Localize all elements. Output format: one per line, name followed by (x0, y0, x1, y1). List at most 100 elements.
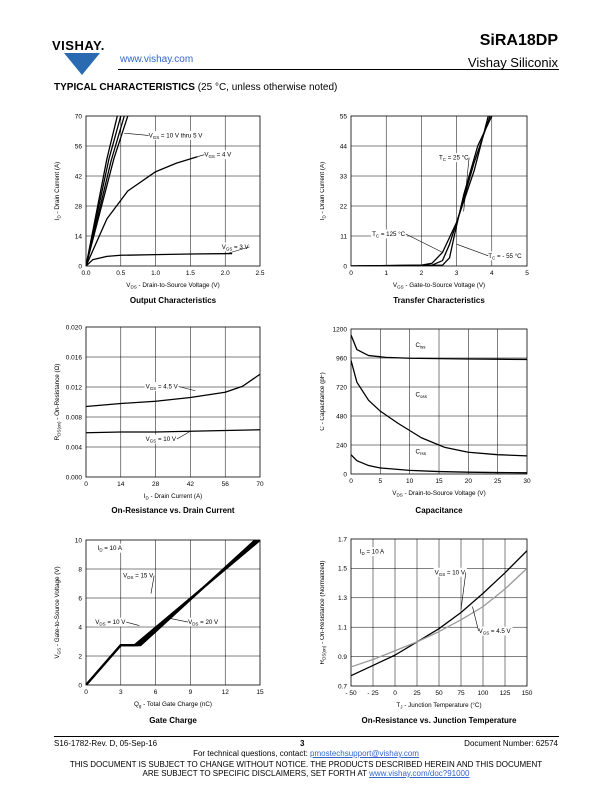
x-tick-label: 70 (256, 481, 264, 488)
annotation-label: VGS = 10 V (146, 436, 177, 444)
series-line (86, 252, 233, 266)
vishay-url-link[interactable]: www.vishay.com (120, 54, 194, 65)
y-axis-label: RDS(on) - On-Resistance (Ω) (54, 364, 62, 441)
annotation-leader-line (228, 246, 250, 254)
series-line (86, 116, 122, 266)
y-tick-label: 1.1 (338, 625, 347, 632)
annotation-background (144, 382, 180, 391)
x-tick-label: 20 (465, 478, 473, 485)
capacitance-chart: 0 5 10 15 20 25 30 0 240 480 720 960 1200 VDS - Drain… (320, 326, 531, 498)
plot-frame (85, 115, 261, 267)
x-tick-label: 5 (379, 478, 383, 485)
x-tick-label: 25 (494, 478, 502, 485)
annotation-label: Coss (416, 392, 428, 400)
x-tick-label: 30 (523, 478, 531, 485)
y-tick-label: 0.7 (338, 683, 347, 690)
x-tick-label: 2.5 (255, 270, 264, 277)
annotation-label: VGS = 4 V (204, 152, 232, 160)
gate-charge-chart: 0 3 6 9 12 15 0 2 4 6 8 10 Qg - Total Gate Charge (n… (54, 537, 264, 708)
doc-revision: S16-1782-Rev. D, 05-Sep-16 (54, 739, 158, 748)
chart-title-output: Output Characteristics (129, 296, 217, 305)
x-tick-label: 1.0 (151, 270, 160, 277)
annotation-background (438, 153, 471, 163)
tech-support-email-link[interactable]: pmostechsupport@vishay.com (310, 749, 419, 758)
y-tick-label: 0 (78, 263, 82, 270)
x-tick-label: 5 (525, 270, 529, 277)
annotation-leader-line (126, 621, 140, 626)
y-tick-label: 4 (78, 624, 82, 631)
disclaimer-link[interactable]: www.vishay.com/doc?91000 (369, 769, 470, 778)
x-tick-label: 100 (478, 690, 489, 697)
disclaimer-line-2: ARE SUBJECT TO SPECIFIC DISCLAIMERS, SET… (0, 769, 612, 778)
y-tick-label: 6 (78, 595, 82, 602)
annotation-leader-line (463, 157, 470, 212)
x-tick-label: 10 (406, 478, 414, 485)
series-line (86, 116, 118, 266)
y-tick-label: 22 (340, 203, 348, 210)
plot-frame (350, 538, 528, 687)
chart-title-on-resistance-temp: On-Resistance vs. Junction Temperature (361, 716, 517, 725)
page-number: 3 (300, 739, 305, 748)
x-tick-label: - 50 (345, 690, 357, 697)
plot-frame (85, 539, 261, 686)
y-tick-label: 0.012 (66, 384, 83, 391)
annotation-label: TC = 125 °C (372, 231, 406, 239)
x-tick-label: 0 (393, 690, 397, 697)
series-line (351, 116, 493, 266)
x-tick-label: 6 (154, 689, 158, 696)
annotation-label: VGS = 4.5 V (146, 384, 179, 392)
y-tick-label: 0.020 (66, 324, 83, 331)
output-characteristics-chart: 0.0 0.5 1.0 1.5 2.0 2.5 0 14 28 42 56 70 VDS - Drain… (54, 113, 265, 289)
annotation-background (358, 547, 387, 557)
annotation-leader-line (456, 243, 489, 257)
x-tick-label: 125 (500, 690, 511, 697)
annotation-label: ID = 10 A (98, 545, 123, 553)
header-rule (118, 69, 559, 70)
y-axis-label: VGS - Gate-to-Source Voltage (V) (54, 566, 62, 658)
y-tick-label: 2 (78, 653, 82, 660)
x-tick-label: - 25 (367, 690, 379, 697)
annotation-label: VGS = 10 V (435, 569, 466, 577)
chart-title-on-resistance-drain: On-Resistance vs. Drain Current (111, 506, 235, 515)
y-tick-label: 0 (343, 471, 347, 478)
y-tick-label: 33 (340, 173, 348, 180)
x-tick-label: 0 (349, 270, 353, 277)
x-tick-label: 1.5 (186, 270, 195, 277)
annotation-background (487, 251, 524, 261)
annotation-background (414, 446, 428, 456)
y-tick-label: 0 (78, 682, 82, 689)
chart-title-capacitance: Capacitance (415, 506, 463, 515)
x-axis-label: VDS - Drain-to-Source Voltage (V) (392, 490, 485, 498)
annotation-label: TC = 25 °C (439, 155, 469, 163)
annotation-background (371, 229, 407, 239)
y-axis-label: ID - Drain Current (A) (54, 162, 62, 221)
series-line (86, 373, 260, 408)
annotation-leader-line (124, 132, 149, 136)
x-tick-label: 56 (222, 481, 230, 488)
section-title-main: TYPICAL CHARACTERISTICS (54, 82, 195, 93)
annotation-background (414, 390, 429, 400)
x-axis-label: ID - Drain Current (A) (144, 493, 203, 501)
annotation-leader-line (150, 575, 155, 594)
series-line (86, 429, 260, 434)
x-tick-label: 9 (189, 689, 193, 696)
x-tick-label: 75 (457, 690, 465, 697)
y-tick-label: 56 (75, 143, 83, 150)
annotation-label: VDS = 15 V (123, 573, 154, 581)
series-line (351, 360, 527, 457)
annotation-background (433, 567, 467, 577)
annotation-leader-line (176, 430, 191, 440)
x-tick-label: 0.0 (81, 270, 90, 277)
footer-rule (54, 736, 559, 737)
series-line (351, 334, 527, 361)
annotation-leader-line (178, 386, 196, 392)
y-tick-label: 14 (75, 233, 83, 240)
x-tick-label: 3 (455, 270, 459, 277)
series-line (351, 550, 527, 677)
annotation-background (477, 626, 513, 636)
series-line (86, 540, 257, 685)
on-resistance-vs-drain-current-chart: 0 14 28 42 56 70 0.000 0.004 0.008 0.012 0.016 0.02… (54, 324, 264, 501)
annotation-background (144, 434, 178, 444)
y-tick-label: 70 (75, 113, 83, 120)
y-tick-label: 480 (336, 413, 347, 420)
